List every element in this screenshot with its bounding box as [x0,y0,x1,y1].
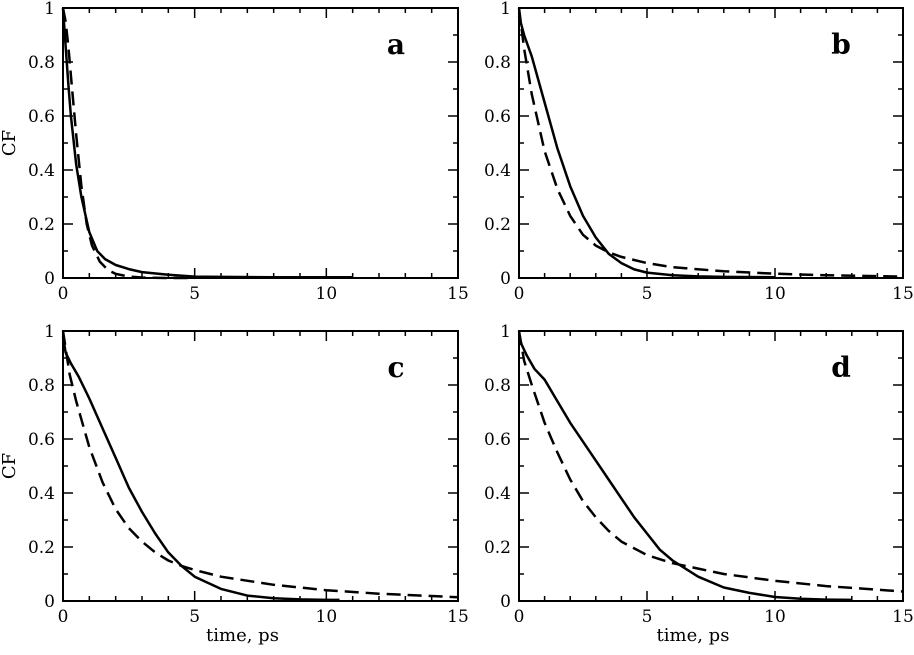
x-tick-label: 5 [642,607,653,627]
x-tick-label: 10 [316,284,338,304]
series-line-dashed [517,330,904,593]
panel-letter: d [831,351,851,384]
x-tick-label: 5 [189,284,200,304]
y-tick-label: 0.2 [28,215,55,235]
series-line-dashed [517,7,904,278]
y-tick-label: 0 [44,269,55,289]
x-tick-label: 10 [316,607,338,627]
series-line-solid [517,15,776,279]
y-axis-title: CF [0,453,20,479]
y-tick-label: 0.6 [28,107,55,127]
y-tick-label: 0.8 [28,376,55,396]
panel-letter: b [831,28,851,61]
x-tick-label: 0 [58,284,69,304]
x-tick-label: 10 [764,284,786,304]
panel-letter: a [387,28,405,61]
x-tick-label: 15 [447,607,469,627]
y-tick-label: 0.4 [484,161,511,181]
x-axis-title: time, ps [657,625,730,646]
y-tick-label: 0.2 [484,215,511,235]
y-tick-label: 1 [44,0,55,19]
y-tick-label: 0.8 [28,53,55,73]
series-line-dashed [61,7,195,280]
x-tick-label: 0 [58,607,69,627]
y-tick-label: 0.2 [484,538,511,558]
y-tick-label: 0.6 [484,430,511,450]
y-tick-label: 0 [500,592,511,612]
y-tick-label: 0.8 [484,53,511,73]
series-line-solid [61,7,353,279]
x-axis-title: time, ps [206,625,279,646]
series-line-solid [61,336,340,602]
y-axis-title: CF [0,130,20,156]
x-tick-label: 0 [514,284,525,304]
panel-a: 0 5 10 15 0 0.2 0.4 0.6 0.8 1 CF a [0,0,469,304]
y-tick-label: 1 [44,322,55,342]
y-tick-label: 0.6 [28,430,55,450]
y-tick-label: 0.2 [28,538,55,558]
y-tick-label: 1 [500,322,511,342]
panel-b: 0 5 10 15 0 0.2 0.4 0.6 0.8 1 b [484,0,914,304]
x-tick-label: 15 [447,284,469,304]
panel-d: 0 5 10 15 0 0.2 0.4 0.6 0.8 1 time, ps d [484,322,914,646]
panel-c: 0 5 10 15 0 0.2 0.4 0.6 0.8 1 CF time, ps c [0,322,469,646]
x-tick-label: 15 [892,607,914,627]
y-tick-label: 0.4 [28,161,55,181]
x-tick-label: 15 [892,284,914,304]
x-tick-label: 5 [642,284,653,304]
series-line-solid [517,336,852,602]
x-tick-label: 5 [189,607,200,627]
y-tick-label: 0 [44,592,55,612]
panel-letter: c [387,351,404,384]
x-tick-label: 10 [764,607,786,627]
y-tick-label: 0.4 [28,484,55,504]
y-tick-label: 0.6 [484,107,511,127]
series-line-dashed [61,330,459,599]
y-tick-label: 1 [500,0,511,19]
y-tick-label: 0.8 [484,376,511,396]
y-tick-label: 0.4 [484,484,511,504]
x-tick-label: 0 [514,607,525,627]
y-tick-label: 0 [500,269,511,289]
